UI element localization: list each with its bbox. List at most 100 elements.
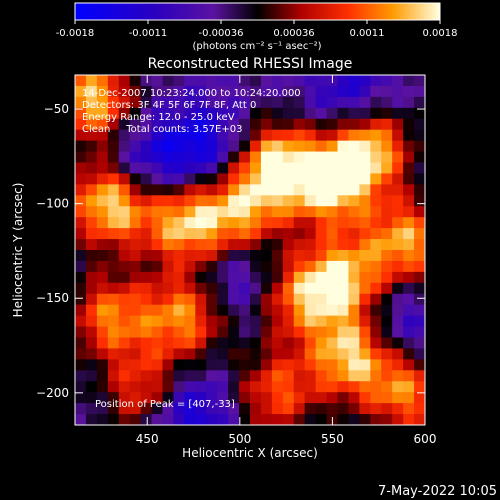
heatmap-cell xyxy=(96,85,109,98)
heatmap-cell xyxy=(107,381,120,393)
heatmap-cell xyxy=(348,162,360,174)
heatmap-cell xyxy=(348,239,360,251)
heatmap-cell xyxy=(162,140,174,153)
heatmap-cell xyxy=(228,151,240,163)
heatmap-cell xyxy=(348,348,360,360)
heatmap-cell xyxy=(282,85,295,98)
heatmap-cell xyxy=(184,392,196,404)
heatmap-cell xyxy=(403,162,415,174)
colorbar: -0.0018 -0.0011 -0.00036 0.00036 0.0011 0.001… xyxy=(56,2,458,52)
heatmap-cell xyxy=(381,326,393,338)
heatmap-cell xyxy=(370,96,382,109)
heatmap-cell xyxy=(315,403,328,415)
heatmap-cell xyxy=(359,129,371,142)
heatmap-cell xyxy=(337,239,349,251)
heatmap-cell xyxy=(348,228,360,240)
heatmap-cell xyxy=(239,151,251,163)
heatmap-cell xyxy=(162,348,174,360)
heatmap-cell xyxy=(403,217,415,229)
heatmap-cell xyxy=(239,315,251,328)
colorbar-tick-label: -0.0011 xyxy=(129,28,168,39)
heatmap-cell xyxy=(304,381,317,393)
heatmap-cell xyxy=(206,217,218,229)
heatmap-cell xyxy=(162,315,174,328)
heatmap-cell xyxy=(282,96,295,109)
heatmap-cell xyxy=(359,107,371,120)
heatmap-cell xyxy=(206,184,218,196)
heatmap-cell xyxy=(392,239,404,251)
heatmap-cell xyxy=(162,118,174,131)
heatmap-cell xyxy=(271,239,284,251)
heatmap-cell xyxy=(96,107,109,120)
heatmap-cell xyxy=(239,282,251,295)
heatmap-cell xyxy=(85,282,98,295)
heatmap-cell xyxy=(195,348,207,360)
heatmap-cell xyxy=(173,195,185,207)
heatmap-cell xyxy=(107,107,120,120)
heatmap-cell xyxy=(337,381,349,393)
heatmap-cell xyxy=(271,370,284,382)
heatmap-cell xyxy=(250,271,262,284)
heatmap-cell xyxy=(96,206,109,218)
heatmap-cell xyxy=(140,250,153,262)
heatmap-cell xyxy=(239,260,251,273)
heatmap-cell xyxy=(151,293,163,306)
heatmap-cell xyxy=(217,304,229,317)
heatmap-cell xyxy=(370,85,382,98)
heatmap-cell xyxy=(129,282,142,295)
heatmap-cell xyxy=(414,151,426,163)
heatmap-cell xyxy=(337,228,349,240)
heatmap-cell xyxy=(151,392,163,404)
heatmap-cell xyxy=(129,206,142,218)
heatmap-cell xyxy=(217,392,229,404)
heatmap-cell xyxy=(250,173,262,185)
heatmap-cell xyxy=(250,162,262,174)
heatmap-cell xyxy=(162,206,174,218)
heatmap-cell xyxy=(85,326,98,338)
heatmap-cell xyxy=(239,96,251,109)
heatmap-cell xyxy=(271,326,284,338)
heatmap-cell xyxy=(195,75,207,87)
heatmap-cell xyxy=(107,239,120,251)
heatmap-cell xyxy=(282,129,295,142)
heatmap-cell xyxy=(173,107,185,120)
heatmap-cell xyxy=(381,304,393,317)
x-axis: 450 500 550 600 xyxy=(136,75,436,446)
heatmap-cell xyxy=(239,162,251,174)
heatmap-cell xyxy=(326,184,338,196)
heatmap-cell xyxy=(304,206,317,218)
heatmap-cell xyxy=(151,370,163,382)
heatmap-cell xyxy=(250,96,262,109)
heatmap-cell xyxy=(359,271,371,284)
heatmap-cell xyxy=(151,337,163,349)
heatmap-cell xyxy=(228,140,240,153)
heatmap-cell xyxy=(282,414,295,426)
heatmap-cell xyxy=(173,315,185,328)
heatmap-cell xyxy=(228,217,240,229)
heatmap-cell xyxy=(162,304,174,317)
heatmap-cell xyxy=(348,403,360,415)
heatmap-cell xyxy=(414,162,426,174)
heatmap-cell xyxy=(337,118,349,131)
heatmap-cell xyxy=(337,250,349,262)
heatmap-cell xyxy=(304,304,317,317)
heatmap-cell xyxy=(162,326,174,338)
heatmap-cell xyxy=(217,162,229,174)
heatmap-cell xyxy=(359,403,371,415)
heatmap-cell xyxy=(140,414,153,426)
heatmap-cell xyxy=(403,118,415,131)
heatmap-cell xyxy=(250,403,262,415)
heatmap-cell xyxy=(118,260,131,273)
heatmap-cell xyxy=(206,359,218,371)
heatmap-cell xyxy=(162,228,174,240)
heatmap-cell xyxy=(239,250,251,262)
heatmap-cell xyxy=(195,140,207,153)
heatmap-cell xyxy=(337,348,349,360)
heatmap-cell xyxy=(239,304,251,317)
annotation-line: Detectors: 3F 4F 5F 6F 7F 8F, Att 0 xyxy=(82,100,256,111)
heatmap-cell xyxy=(315,162,328,174)
heatmap-cell xyxy=(293,392,306,404)
heatmap-cell xyxy=(337,96,349,109)
heatmap-cell xyxy=(85,195,98,207)
